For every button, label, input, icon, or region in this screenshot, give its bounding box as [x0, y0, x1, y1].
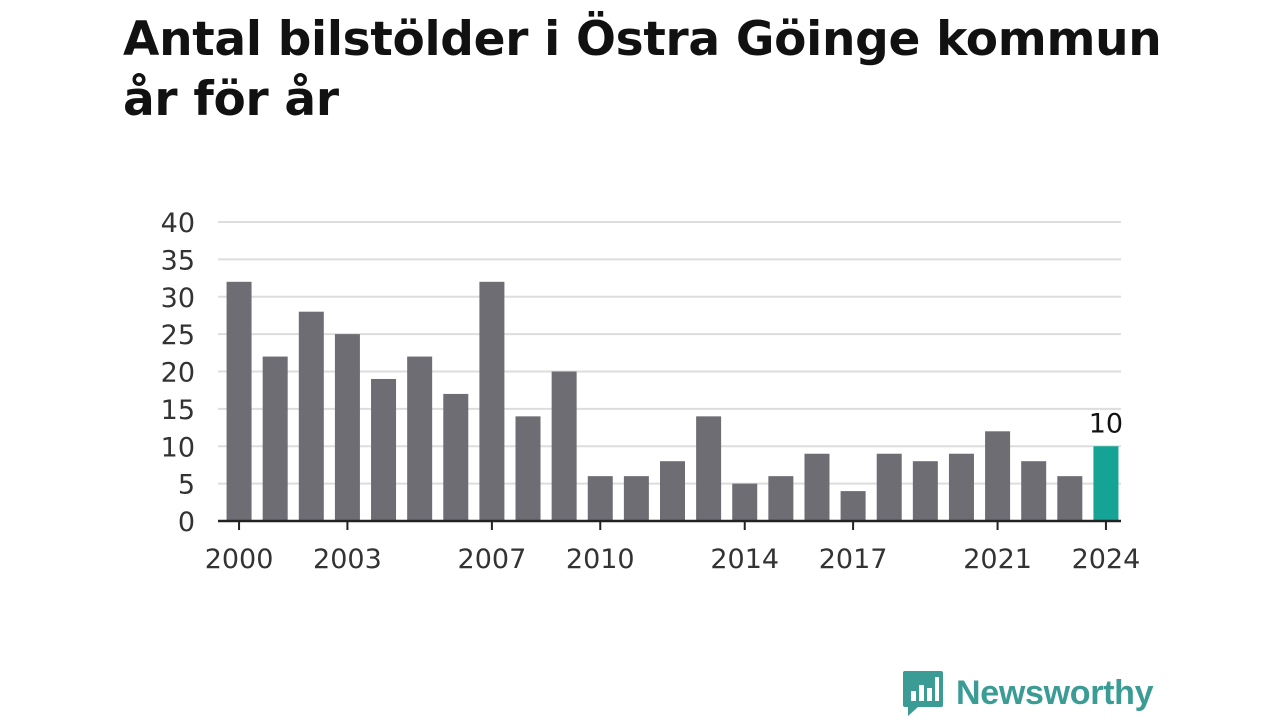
bar-2017 [840, 491, 866, 521]
x-axis-ticks: 2000 2003 2007 2010 2014 2017 2021 2024 [205, 521, 1141, 575]
bar-2016 [804, 453, 830, 521]
bar-2004 [371, 378, 397, 521]
bar-2021 [985, 431, 1011, 521]
newsworthy-logo: Newsworthy [902, 668, 1154, 718]
y-tick-label-20: 20 [161, 358, 195, 389]
chart-title: Antal bilstölder i Östra Göinge kommun å… [123, 10, 1223, 130]
bar-2011 [623, 476, 649, 521]
y-tick-label-5: 5 [178, 470, 195, 501]
y-tick-label-25: 25 [161, 320, 195, 351]
bar-2009 [551, 371, 577, 521]
x-tick-label-2021: 2021 [963, 544, 1032, 575]
bar-2006 [443, 393, 469, 521]
bar-2002 [298, 311, 324, 521]
bar-2008 [515, 416, 541, 521]
newsworthy-logo-text: Newsworthy [956, 673, 1154, 712]
y-tick-label-10: 10 [161, 432, 195, 463]
bar-2001 [262, 356, 288, 521]
bar-2014 [732, 483, 758, 521]
data-label-2024: 10 [1089, 408, 1123, 439]
bar-2007 [479, 281, 505, 521]
bar-2020 [948, 453, 974, 521]
bar-2003 [334, 334, 360, 521]
x-tick-label-2024: 2024 [1072, 544, 1141, 575]
x-tick-label-2017: 2017 [819, 544, 888, 575]
bar-2015 [768, 476, 794, 521]
chart-title-line-2: år för år [123, 72, 339, 127]
chart-title-line-1: Antal bilstölder i Östra Göinge kommun [123, 12, 1162, 67]
bar-2024 [1093, 446, 1119, 521]
bar-2005 [407, 356, 433, 521]
newsworthy-logo-icon [903, 671, 943, 716]
x-tick-label-2000: 2000 [205, 544, 274, 575]
gridlines [218, 221, 1121, 485]
y-axis-ticks: 0 5 10 15 20 25 30 35 40 [161, 208, 195, 538]
data-labels: 10 [1089, 408, 1123, 439]
x-tick-label-2010: 2010 [566, 544, 635, 575]
x-tick-label-2003: 2003 [313, 544, 382, 575]
bar-2013 [696, 416, 722, 521]
bar-2010 [587, 476, 613, 521]
x-tick-label-2007: 2007 [458, 544, 527, 575]
x-tick-label-2014: 2014 [710, 544, 779, 575]
bars [226, 281, 1119, 521]
y-tick-label-40: 40 [161, 208, 195, 239]
y-tick-label-15: 15 [161, 395, 195, 426]
bar-2023 [1057, 476, 1083, 521]
y-tick-label-30: 30 [161, 283, 195, 314]
y-tick-label-0: 0 [178, 507, 195, 538]
bar-2019 [912, 461, 938, 521]
bar-2000 [226, 281, 252, 521]
y-tick-label-35: 35 [161, 245, 195, 276]
bar-2012 [660, 461, 685, 521]
bar-2022 [1021, 461, 1047, 521]
bar-2018 [876, 453, 902, 521]
